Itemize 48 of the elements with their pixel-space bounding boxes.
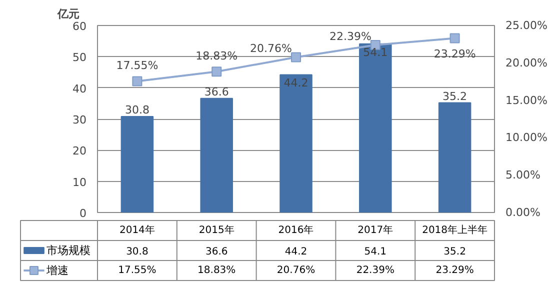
data-label: 23.29%: [436, 265, 474, 276]
bar: [280, 74, 312, 212]
y-tick-label: 50: [72, 51, 87, 64]
data-label: 30.8: [126, 246, 148, 258]
text: 22.39%: [329, 30, 372, 44]
bar: [359, 43, 392, 212]
legend-label: 增速: [46, 264, 69, 277]
data-label: 35.2: [444, 246, 466, 258]
data-label: 17.55%: [118, 265, 156, 276]
bar: [120, 116, 154, 212]
legend-label: 市场规模: [46, 244, 91, 257]
x-tick-label: 2017年: [358, 224, 394, 236]
point: [450, 33, 460, 44]
y2-tick-label: 15.00%: [506, 94, 548, 107]
text: 30.8: [124, 104, 150, 117]
y-tick-label: 10: [72, 176, 87, 189]
data-label: 22.39%: [356, 265, 394, 276]
text: 36.6: [204, 85, 229, 98]
y2-tick-label: 10.00%: [506, 131, 548, 144]
y-tick-label: 40: [72, 82, 87, 96]
x-tick-label: 2016年: [278, 224, 314, 236]
y-tick-label: 0: [80, 207, 86, 220]
data-label: 44.2: [284, 246, 308, 258]
y-tick-label: 60: [72, 20, 87, 33]
text: 20.76%: [250, 42, 292, 56]
x-tick-label: 2018年上半年: [422, 224, 488, 236]
y2-tick-label: 20.00%: [506, 56, 548, 70]
bar: [438, 102, 472, 212]
y2-tick-label: 0.00%: [506, 206, 540, 219]
data-label: 20.76%: [276, 265, 316, 276]
x-tick-label: 2015年: [198, 224, 234, 236]
data-label: 18.83%: [198, 265, 236, 276]
point: [132, 76, 142, 86]
point: [291, 52, 301, 62]
data-label: 54.1: [364, 246, 387, 258]
y2-tick-label: 5.00%: [506, 168, 540, 182]
point: [212, 66, 222, 77]
text: 35.2: [442, 90, 468, 103]
x-tick-label: 2014年: [119, 224, 155, 236]
y-tick-label: 30: [72, 114, 87, 126]
y-axis-title: 亿元: [56, 8, 80, 20]
text: 54.1: [363, 46, 388, 59]
bar: [200, 98, 233, 212]
text: 17.55%: [116, 59, 158, 72]
text: 44.2: [284, 76, 308, 90]
y-tick-label: 20: [72, 144, 87, 158]
y2-tick-label: 25.00%: [506, 19, 548, 32]
data-label: 36.6: [205, 246, 228, 258]
